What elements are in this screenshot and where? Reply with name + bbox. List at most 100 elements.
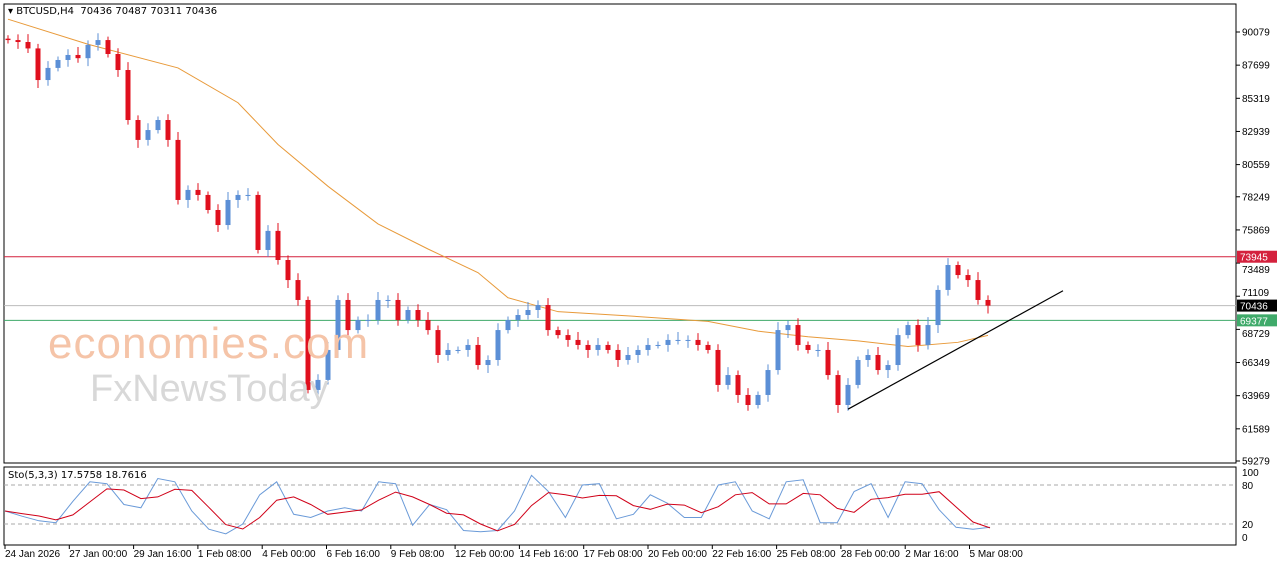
candle-body (35, 48, 41, 81)
candle-body (605, 344, 611, 350)
trendline (847, 290, 1064, 410)
candle-body (635, 349, 641, 355)
candle-body (835, 375, 841, 405)
stochastic-level-label: 80 (1242, 481, 1254, 492)
candle-body (265, 230, 271, 250)
candle-body (115, 53, 121, 71)
candle-body (65, 54, 71, 60)
candle-body (475, 344, 481, 366)
candle-body (305, 299, 311, 390)
x-tick-label: 5 Mar 08:00 (970, 549, 1024, 560)
chart-header: ▾ BTCUSD,H4 70436 70487 70311 70436 (8, 6, 218, 17)
candle-body (15, 40, 21, 43)
y-tick-label: 71109 (1242, 288, 1270, 299)
candle-body (615, 349, 621, 361)
x-tick-label: 27 Jan 00:00 (69, 549, 127, 560)
candle-body (375, 299, 381, 321)
candle-body (815, 349, 821, 351)
candle-body (595, 344, 601, 350)
candle-body (75, 54, 81, 59)
candle-body (25, 42, 31, 49)
candle-body (125, 70, 131, 121)
candle-body (155, 120, 161, 131)
candle-body (575, 339, 581, 345)
x-tick-label: 1 Feb 08:00 (198, 549, 252, 560)
candle-body (845, 384, 851, 405)
candle-body (245, 194, 251, 196)
candle-body (965, 275, 971, 281)
resistance-price-label: 73945 (1240, 253, 1268, 264)
y-tick-label: 85319 (1242, 94, 1270, 105)
candle-body (585, 344, 591, 350)
candle-body (735, 375, 741, 395)
candle-body (935, 289, 941, 326)
candle-body (315, 379, 321, 390)
y-tick-label: 90079 (1242, 28, 1270, 39)
y-tick-label: 82939 (1242, 127, 1270, 138)
candle-body (875, 354, 881, 371)
y-tick-label: 68729 (1242, 329, 1270, 340)
candle-body (715, 349, 721, 385)
candle-body (415, 310, 421, 321)
y-tick-label: 80559 (1242, 160, 1270, 171)
moving-average-line (7, 18, 989, 347)
stochastic-level-label: 0 (1242, 533, 1248, 544)
candle-body (385, 299, 391, 301)
x-tick-label: 17 Feb 08:00 (584, 549, 643, 560)
candle-body (565, 335, 571, 340)
candle-body (525, 310, 531, 316)
x-tick-label: 25 Feb 08:00 (777, 549, 836, 560)
candle-body (85, 44, 91, 59)
main-pane-border (3, 3, 1237, 464)
stochastic-label: Sto(5,3,3) 17.5758 18.7616 (8, 470, 147, 481)
y-tick-label: 73489 (1242, 265, 1270, 276)
x-tick-label: 12 Feb 00:00 (455, 549, 514, 560)
support-price-tag (1237, 314, 1277, 327)
y-tick-label: 59279 (1242, 457, 1270, 468)
stochastic-level-label: 100 (1242, 468, 1259, 479)
candle-body (705, 344, 711, 350)
candle-body (285, 259, 291, 281)
candle-body (505, 320, 511, 331)
candle-body (355, 320, 361, 331)
candle-body (365, 320, 371, 322)
x-tick-label: 9 Feb 08:00 (391, 549, 445, 560)
candle-body (175, 139, 181, 200)
stochastic-d-line (4, 488, 991, 532)
y-tick-label: 61589 (1242, 424, 1270, 435)
candle-body (825, 349, 831, 376)
candle-body (325, 349, 331, 380)
candle-body (255, 194, 261, 250)
candle-body (405, 310, 411, 321)
candle-body (295, 280, 301, 300)
candle-body (675, 339, 681, 341)
x-tick-label: 28 Feb 00:00 (841, 549, 900, 560)
candle-body (855, 360, 861, 385)
candle-body (555, 330, 561, 336)
candle-body (545, 304, 551, 331)
candle-body (535, 304, 541, 311)
candle-body (865, 354, 871, 361)
candle-body (805, 344, 811, 350)
ohlc-values: 70436 70487 70311 70436 (80, 6, 218, 17)
candle-body (215, 209, 221, 226)
candle-body (745, 394, 751, 405)
candle-body (975, 280, 981, 300)
candle-body (625, 354, 631, 361)
x-tick-label: 2 Mar 16:00 (905, 549, 959, 560)
candle-body (335, 299, 341, 350)
candle-body (665, 339, 671, 345)
candle-body (485, 360, 491, 366)
candle-body (275, 230, 281, 260)
stochastic-level-label: 20 (1242, 520, 1254, 531)
symbol-ohlc: BTCUSD,H4 (16, 6, 74, 17)
candle-body (495, 330, 501, 361)
y-tick-label: 87699 (1242, 61, 1270, 72)
x-tick-label: 22 Feb 16:00 (712, 549, 771, 560)
candle-body (685, 339, 691, 341)
candle-body (105, 40, 111, 54)
x-tick-label: 6 Feb 16:00 (327, 549, 381, 560)
resistance-price-tag (1237, 250, 1277, 263)
stochastic-k-line (4, 474, 991, 535)
candle-body (165, 120, 171, 140)
